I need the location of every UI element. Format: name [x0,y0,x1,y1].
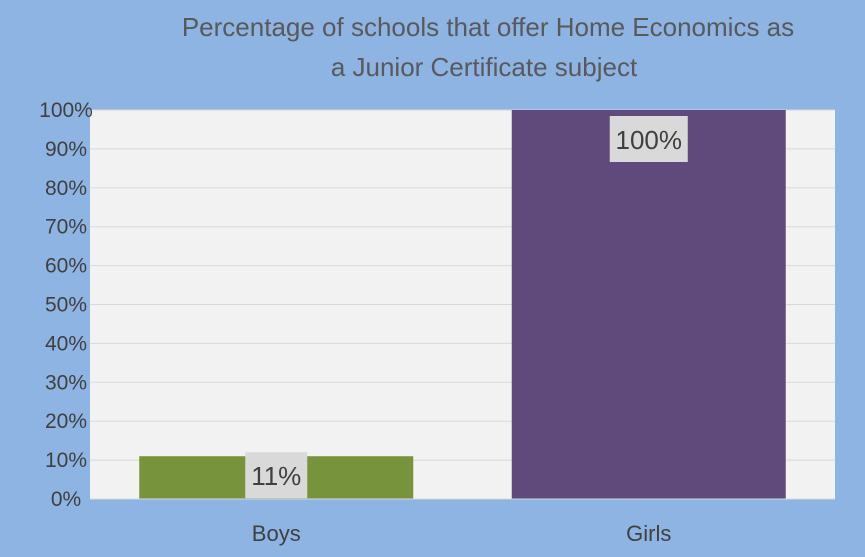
y-tick-label: 70% [45,216,87,239]
y-tick-label: 50% [45,294,87,317]
bar-girls [511,110,786,499]
x-tick-label: Boys [252,521,301,546]
plot-area: 0% 10% 20% 30% 40% 50% 60% 70% 80% 90% 100% Boys 11%… [39,99,835,546]
y-tick-label: 40% [45,332,87,355]
data-label: 100% [616,125,683,155]
y-tick-label: 10% [45,449,87,472]
data-label-box [245,452,308,499]
y-tick-label: 60% [45,255,87,278]
y-tick-label: 30% [45,371,87,394]
chart-title-line-1: Percentage of schools that offer Home Ec… [182,12,794,42]
y-tick-label: 100% [39,99,93,122]
data-label: 11% [251,461,301,491]
y-tick-label: 80% [45,177,87,200]
y-tick-label: 90% [45,138,87,161]
data-label-box [609,116,688,162]
x-tick-label: Girls [626,521,671,546]
y-tick-label: 0% [51,488,81,511]
chart-title-line-2: a Junior Certificate subject [331,52,638,82]
y-tick-label: 20% [45,410,87,433]
